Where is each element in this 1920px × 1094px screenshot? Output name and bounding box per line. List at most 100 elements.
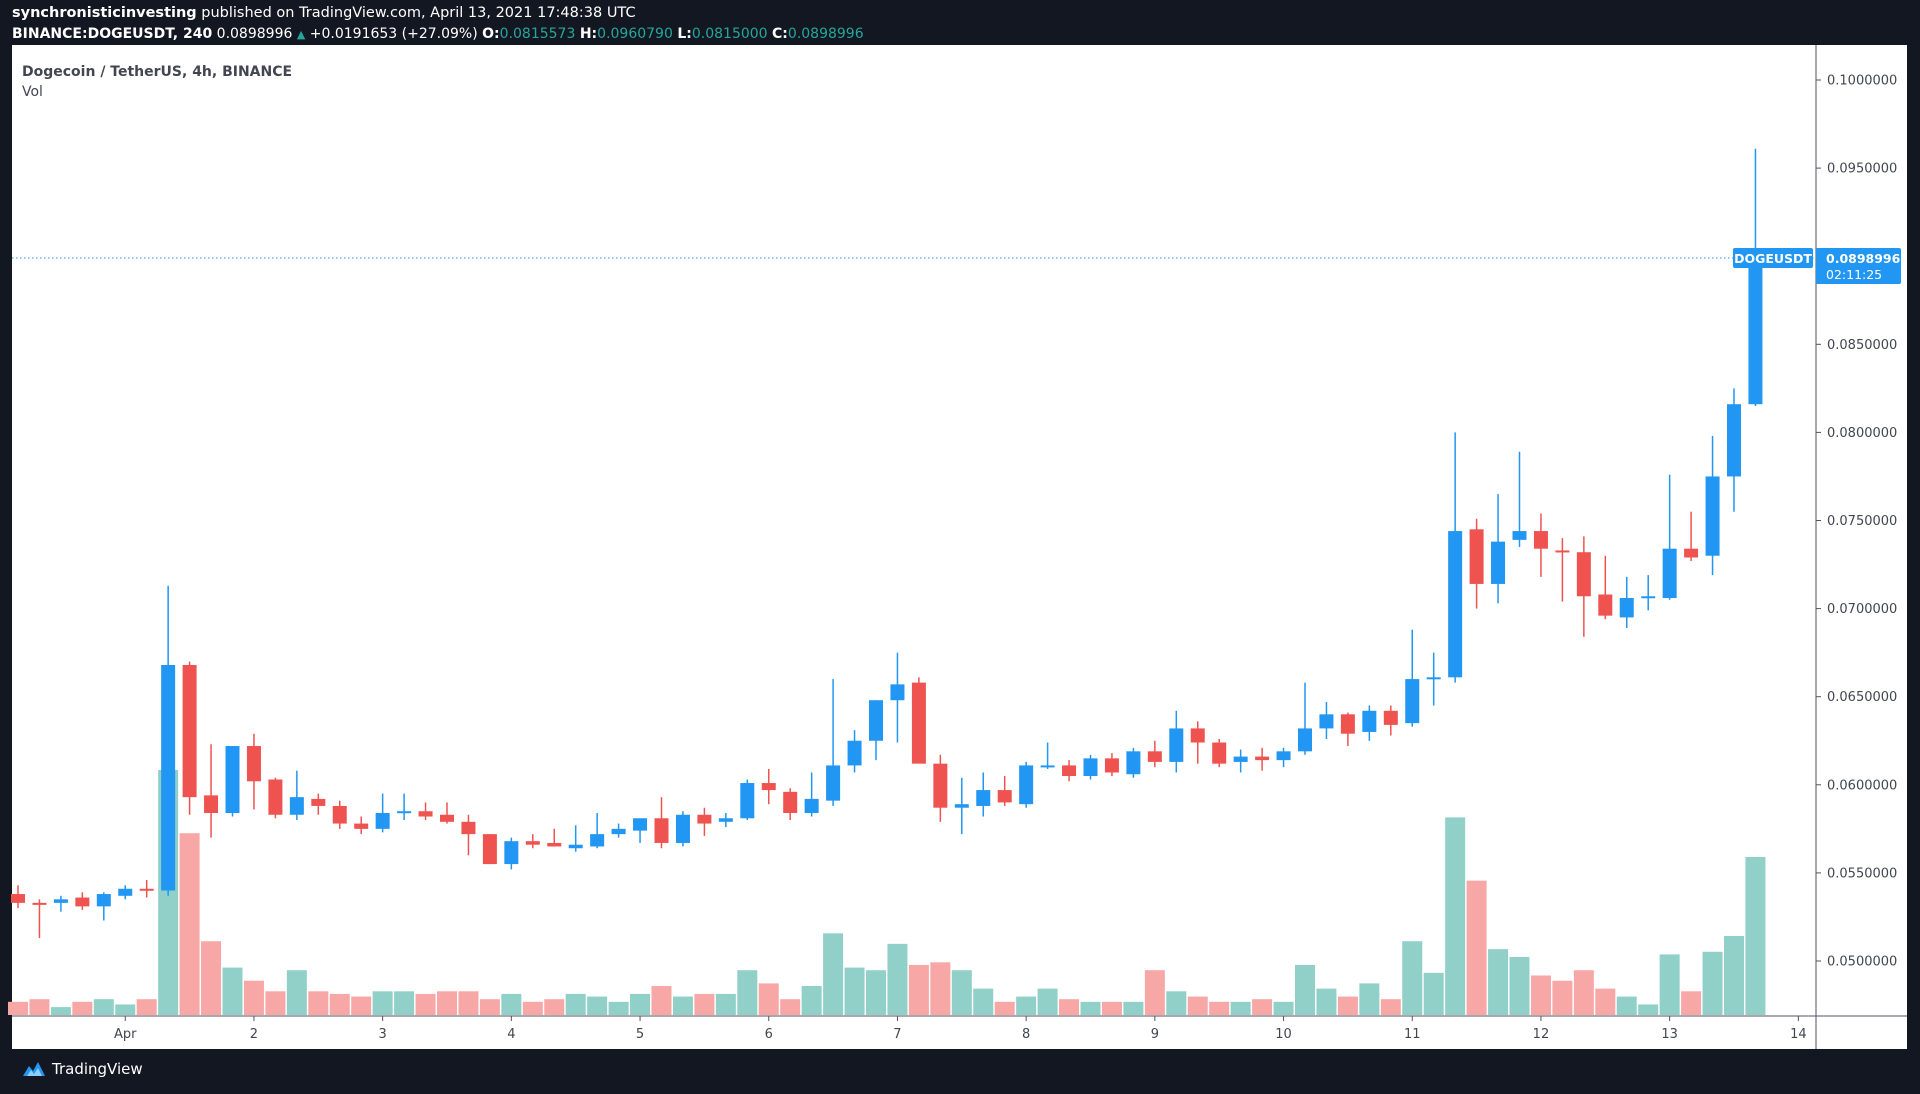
tradingview-branding[interactable]: TradingView <box>22 1060 143 1078</box>
candle[interactable] <box>246 733 261 810</box>
time-tick-label: 6 <box>765 1027 773 1042</box>
candle[interactable] <box>954 777 969 835</box>
candle[interactable] <box>847 730 862 773</box>
candle[interactable] <box>75 892 90 910</box>
candle[interactable] <box>633 818 648 843</box>
candle[interactable] <box>1212 738 1227 768</box>
candle[interactable] <box>1662 474 1677 600</box>
volume-bar <box>243 980 264 1015</box>
candle[interactable] <box>1705 435 1720 576</box>
candle[interactable] <box>1405 629 1420 727</box>
candle[interactable] <box>654 797 669 849</box>
candle[interactable] <box>1512 451 1527 547</box>
candle[interactable] <box>611 823 626 838</box>
candle[interactable] <box>590 812 605 849</box>
candle[interactable] <box>204 744 219 838</box>
time-axis[interactable]: Apr 2 3 4 5 6 7 8 9 10 11 12 13 14 <box>114 1016 1807 1042</box>
candle[interactable] <box>997 775 1012 806</box>
candle[interactable] <box>182 661 197 815</box>
candle[interactable] <box>933 754 948 822</box>
candle[interactable] <box>826 679 841 806</box>
candle[interactable] <box>482 834 497 865</box>
candle[interactable] <box>268 777 283 819</box>
volume-bar <box>1380 999 1401 1015</box>
candle[interactable] <box>332 800 347 829</box>
candle[interactable] <box>1319 701 1334 739</box>
volume-bar <box>286 970 307 1015</box>
candle[interactable] <box>1233 749 1248 773</box>
candle[interactable] <box>1019 761 1034 808</box>
candle[interactable] <box>32 899 47 939</box>
candle[interactable] <box>96 892 111 921</box>
candle[interactable] <box>761 768 776 805</box>
candle[interactable] <box>1727 388 1741 512</box>
candle[interactable] <box>1598 555 1613 620</box>
candle[interactable] <box>1469 518 1484 609</box>
candle[interactable] <box>397 793 412 821</box>
candle[interactable] <box>53 895 68 912</box>
candle[interactable] <box>804 772 819 817</box>
candle[interactable] <box>11 885 25 909</box>
time-tick-label: 2 <box>250 1027 258 1042</box>
candle[interactable] <box>1040 742 1055 769</box>
candle[interactable] <box>525 834 540 849</box>
candle[interactable] <box>911 677 926 764</box>
candle[interactable] <box>311 793 326 815</box>
candle[interactable] <box>375 793 390 833</box>
candle[interactable] <box>225 746 240 817</box>
chart-panel[interactable] <box>12 45 1907 1049</box>
candle[interactable] <box>568 825 583 852</box>
candle[interactable] <box>1190 721 1205 764</box>
chart-legend-title: Dogecoin / TetherUS, 4h, BINANCE <box>22 64 293 80</box>
candle[interactable] <box>161 585 176 896</box>
price-tick-label: 0.0800000 <box>1827 426 1897 441</box>
candle[interactable] <box>1255 747 1270 771</box>
candle[interactable] <box>461 814 476 856</box>
candle[interactable] <box>1555 538 1570 602</box>
candle[interactable] <box>1533 513 1548 577</box>
candle[interactable] <box>547 828 562 847</box>
candle[interactable] <box>1448 432 1463 683</box>
volume-bar <box>651 986 672 1015</box>
candle[interactable] <box>118 885 133 900</box>
candle[interactable] <box>418 802 433 821</box>
volume-bar <box>1402 941 1423 1015</box>
candle[interactable] <box>740 779 755 821</box>
candle[interactable] <box>890 652 905 743</box>
candle[interactable] <box>976 772 991 817</box>
candle[interactable] <box>1083 754 1098 780</box>
candle[interactable] <box>718 812 733 828</box>
candle[interactable] <box>1491 494 1506 604</box>
candle[interactable] <box>1684 511 1699 562</box>
candle[interactable] <box>783 788 798 821</box>
candle[interactable] <box>1383 705 1398 736</box>
candle[interactable] <box>1748 148 1763 406</box>
candle[interactable] <box>1276 747 1291 768</box>
candle[interactable] <box>354 816 369 835</box>
candle[interactable] <box>697 807 712 836</box>
price-axis[interactable]: 0.1000000 0.0950000 0.0850000 0.0800000 0.07… <box>1816 74 1897 970</box>
candle[interactable] <box>440 802 454 824</box>
candle[interactable] <box>504 837 519 870</box>
volume-bar <box>1445 817 1466 1015</box>
candle[interactable] <box>1362 705 1377 741</box>
candle[interactable] <box>1426 652 1441 706</box>
candle[interactable] <box>1641 575 1656 611</box>
candle[interactable] <box>1126 747 1141 778</box>
candle[interactable] <box>1298 682 1312 755</box>
candle[interactable] <box>1619 576 1634 628</box>
candle[interactable] <box>1104 753 1119 776</box>
candle[interactable] <box>675 811 690 847</box>
candle[interactable] <box>1062 760 1077 782</box>
candle[interactable] <box>139 879 154 898</box>
candle[interactable] <box>1169 710 1184 773</box>
candle[interactable] <box>1576 536 1591 637</box>
candle[interactable] <box>1340 712 1355 747</box>
candle[interactable] <box>289 770 304 821</box>
volume-bar <box>1209 1001 1230 1015</box>
candle[interactable] <box>869 700 883 761</box>
author-name[interactable]: synchronisticinvesting <box>12 5 197 21</box>
candle[interactable] <box>1147 740 1162 768</box>
